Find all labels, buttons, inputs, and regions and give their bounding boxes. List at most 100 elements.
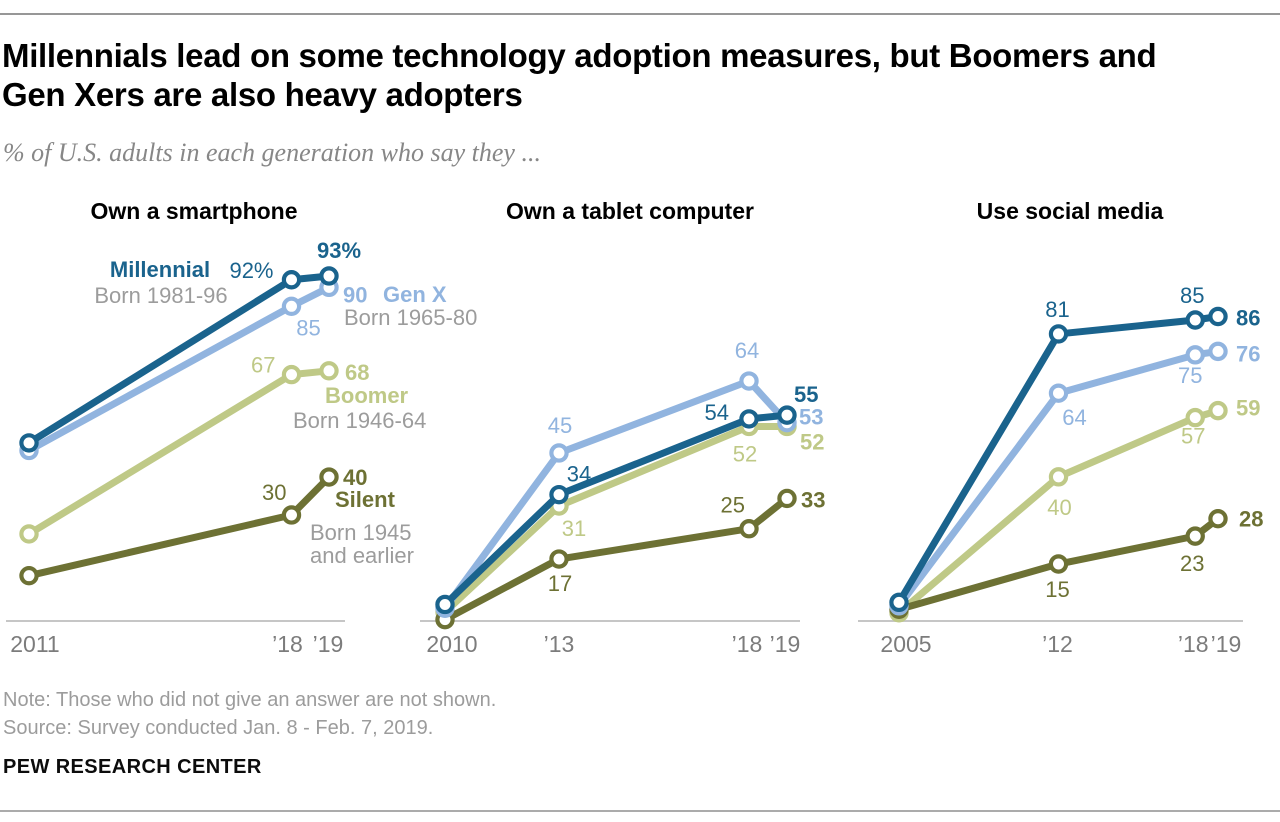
point-boomer-2018 [281, 364, 302, 385]
x-tick-label: 2010 [426, 631, 477, 657]
source-text: Source: Survey conducted Jan. 8 - Feb. 7… [3, 717, 434, 739]
value-label-genx: 75 [1178, 363, 1202, 388]
line-boomer [442, 422, 787, 615]
point-millennial-2019 [1208, 306, 1228, 327]
series-sublabel: and earlier [310, 543, 414, 568]
value-label-genx: 45 [548, 413, 572, 438]
value-label-silent: 15 [1045, 577, 1069, 602]
point-genx-2018 [281, 296, 302, 317]
point-millennial-2019 [319, 266, 339, 286]
point-silent-2011 [19, 565, 39, 586]
value-label-silent: 33 [801, 487, 825, 512]
series-label: Silent [335, 487, 396, 512]
panel-tablet: Own a tablet computer 2010 ’13 ’18 ’19 34 54 55… [420, 198, 825, 657]
line-silent [898, 515, 1221, 613]
value-label-millennial: 86 [1236, 306, 1260, 331]
line-millennial [895, 313, 1219, 605]
x-tick-label: ’18 [1178, 631, 1209, 657]
point-millennial-2005 [889, 592, 909, 613]
x-tick-label: 2005 [880, 631, 931, 657]
series-label: Gen X [383, 282, 447, 307]
x-tick-label: ’18 [732, 631, 763, 657]
point-silent-2019 [777, 488, 797, 509]
point-genx-2019 [1208, 341, 1228, 362]
page-subtitle: % of U.S. adults in each generation who … [3, 138, 541, 167]
value-label-silent: 17 [548, 571, 572, 596]
point-millennial-2012 [1048, 324, 1069, 344]
value-label-silent: 23 [1180, 551, 1204, 576]
point-boomer-2019 [319, 361, 339, 381]
bottom-rule [0, 810, 1280, 812]
value-label-boomer: 67 [251, 353, 275, 378]
value-label-millennial: 34 [567, 462, 591, 487]
point-silent-2012 [1048, 554, 1069, 574]
value-label-millennial: 55 [794, 382, 818, 407]
value-label-millennial: 92% [229, 258, 273, 283]
point-silent-2013 [549, 549, 569, 569]
panel-title-tablet: Own a tablet computer [506, 198, 754, 224]
point-millennial-2010 [435, 594, 455, 615]
point-silent-2018 [1185, 526, 1205, 546]
point-millennial-2011 [19, 433, 39, 453]
series-label: Boomer [325, 383, 409, 408]
top-rule [0, 13, 1280, 15]
value-label-genx: 64 [735, 338, 759, 363]
value-label-boomer: 52 [800, 429, 824, 454]
value-label-boomer: 59 [1236, 396, 1260, 421]
point-boomer-2012 [1048, 467, 1069, 487]
value-label-boomer: 31 [562, 516, 586, 541]
point-millennial-2013 [549, 484, 569, 505]
value-label-millennial: 93% [317, 238, 361, 263]
value-label-genx: 64 [1062, 405, 1086, 430]
series-sublabel: Born 1945 [310, 520, 412, 545]
value-label-genx: 90 [343, 282, 367, 307]
point-millennial-2018 [1185, 310, 1205, 330]
pew-research-center-wordmark: PEW RESEARCH CENTER [3, 756, 262, 778]
point-silent-2019 [1208, 508, 1228, 529]
page-title-line-1: Millennials lead on some technology adop… [2, 37, 1157, 74]
value-label-boomer: 68 [345, 360, 369, 385]
x-tick-label: ’19 [1211, 631, 1242, 657]
x-tick-label: ’19 [313, 631, 344, 657]
value-label-genx: 53 [799, 405, 823, 430]
value-label-millennial: 81 [1045, 297, 1069, 322]
point-millennial-2019 [777, 405, 797, 425]
x-tick-label: ’13 [544, 631, 575, 657]
line-silent [443, 495, 790, 623]
value-label-genx: 85 [296, 315, 320, 340]
line-genx [442, 377, 790, 611]
series-sublabel: Born 1981-96 [94, 283, 227, 308]
note-text: Note: Those who did not give an answer a… [3, 689, 497, 711]
x-tick-label: ’12 [1042, 631, 1073, 657]
point-boomer-2018 [1185, 407, 1205, 428]
x-tick-label: ’18 [272, 631, 303, 657]
point-silent-2019 [319, 467, 339, 487]
series-sublabel: Born 1965-80 [344, 305, 477, 330]
value-label-boomer: 52 [733, 441, 757, 466]
point-genx-2018 [1185, 345, 1205, 365]
point-millennial-2018 [281, 270, 302, 290]
panel-title-social-media: Use social media [977, 198, 1164, 224]
series-sublabel: Born 1946-64 [293, 408, 426, 433]
panel-title-smartphone: Own a smartphone [90, 198, 297, 224]
line-genx [896, 347, 1219, 608]
value-label-millennial: 85 [1180, 283, 1204, 308]
page-title-line-2: Gen Xers are also heavy adopters [2, 76, 523, 113]
point-millennial-2018 [739, 409, 759, 429]
value-label-boomer: 57 [1181, 424, 1205, 449]
point-genx-2012 [1048, 383, 1069, 403]
value-label-genx: 76 [1236, 341, 1260, 366]
value-label-silent: 30 [262, 480, 286, 505]
panel-smartphone: Own a smartphone 2011 ’18 ’19 92% 93% 85 90 67 68… [6, 198, 477, 657]
point-boomer-2011 [19, 524, 39, 544]
value-label-boomer: 40 [1047, 495, 1071, 520]
value-label-silent: 25 [721, 493, 745, 518]
panel-social-media: Use social media 2005 ’12 ’18’19 81 85 86 64 75 7… [858, 198, 1263, 657]
page-title: Millennials lead on some technology adop… [2, 36, 1232, 114]
line-millennial [442, 411, 788, 607]
x-tick-label: ’19 [770, 631, 801, 657]
x-tick-label: 2011 [10, 631, 59, 657]
series-label: Millennial [110, 257, 210, 282]
